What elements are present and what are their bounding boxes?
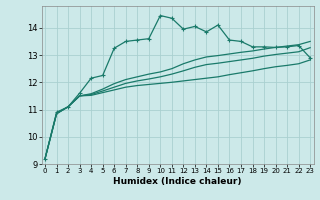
X-axis label: Humidex (Indice chaleur): Humidex (Indice chaleur)	[113, 177, 242, 186]
